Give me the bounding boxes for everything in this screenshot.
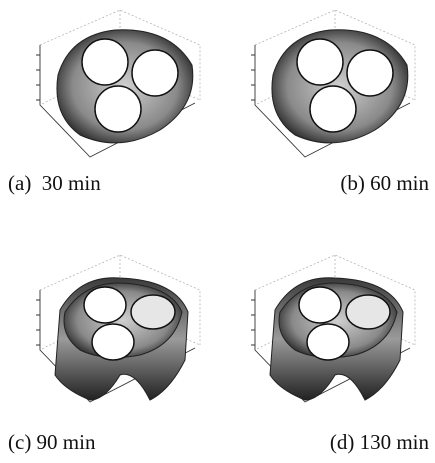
panel-b [251,10,415,157]
surface-plot [36,255,200,402]
panel-a [36,10,200,157]
caption: (b) 60 min [340,171,429,195]
panel-c [36,255,200,402]
caption: (c) 90 min [8,430,96,454]
surface-plot [251,255,415,402]
caption: (a) 30 min [8,171,101,195]
surface-plot [251,10,415,157]
surface-plot [36,10,200,157]
caption: (d) 130 min [330,430,430,454]
panel-d [251,255,415,402]
figure: (a) 30 min (b) 60 min (c) 90 min (d) 130… [0,0,435,463]
